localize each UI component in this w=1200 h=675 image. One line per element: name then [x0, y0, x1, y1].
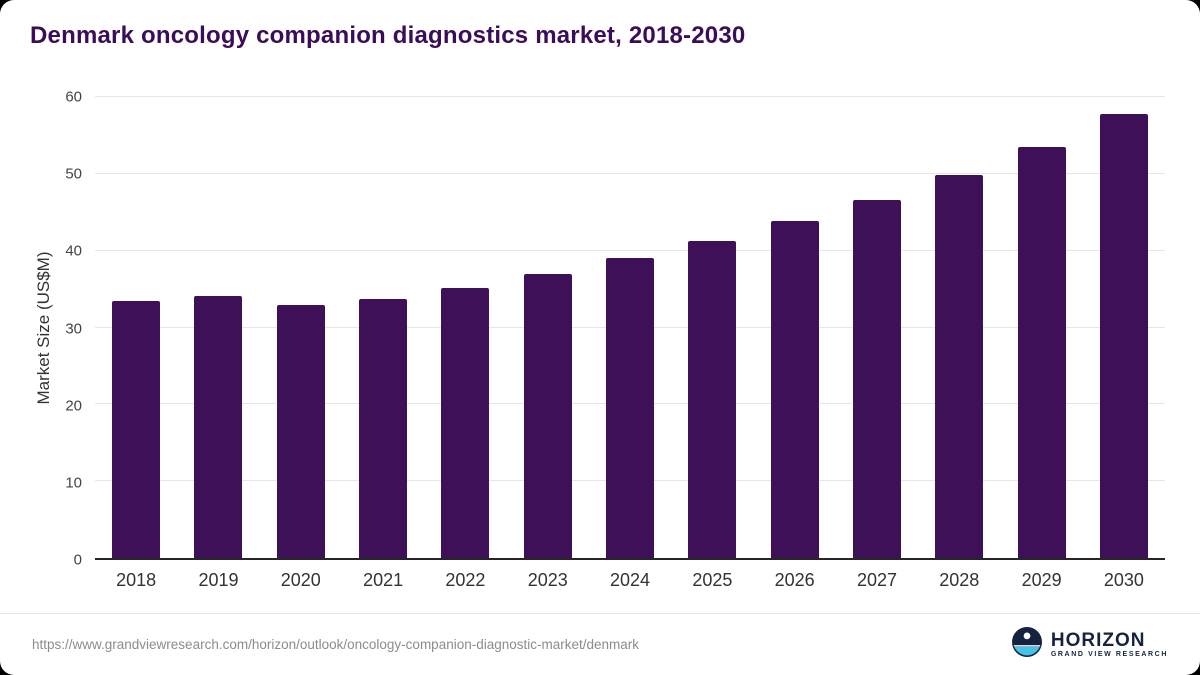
x-tick-label: 2026: [774, 570, 815, 590]
x-tick-label: 2030: [1103, 570, 1144, 590]
bar-slot: [260, 97, 342, 558]
y-tick-label: 30: [65, 320, 82, 337]
bar-2020: [276, 305, 325, 558]
bar-2028: [935, 174, 984, 558]
bar-slot: [95, 97, 177, 558]
x-tick-label: 2019: [198, 570, 239, 590]
bar-slot: [342, 97, 424, 558]
x-tick-label: 2021: [363, 570, 404, 590]
bar-slot: [1083, 97, 1165, 558]
bar-2030: [1099, 113, 1148, 558]
y-axis-title: Market Size (US$M): [34, 251, 53, 405]
bar-2029: [1017, 146, 1066, 558]
gridline: [95, 249, 1165, 251]
x-tick-label: 2025: [692, 570, 733, 590]
chart-title: Denmark oncology companion diagnostics m…: [30, 22, 746, 49]
x-tick-label: 2023: [527, 570, 568, 590]
bar-slot: [836, 97, 918, 558]
bar-2023: [523, 273, 572, 558]
bar-2018: [112, 301, 161, 558]
gridline: [95, 96, 1165, 97]
logo-subtitle: GRAND VIEW RESEARCH: [1050, 650, 1168, 658]
bar-slot: [918, 97, 1000, 558]
x-tick-label: 2020: [280, 570, 321, 590]
horizon-logo-icon: [1011, 627, 1042, 662]
plot-area: [95, 96, 1165, 560]
bar-slot: [1000, 97, 1082, 558]
bar-2024: [606, 258, 655, 558]
y-tick-label: 0: [73, 551, 82, 569]
bar-slot: [507, 97, 589, 558]
x-tick-label: 2028: [939, 570, 980, 590]
logo-title: HORIZON: [1050, 629, 1146, 651]
x-axis-tick-labels: 2018 2019 2020 2021 2022 2023 2024 2025 2026 2027…: [95, 570, 1165, 591]
bar-slot: [177, 97, 259, 558]
y-tick-label: 20: [65, 397, 82, 415]
bar-slot: [754, 97, 836, 558]
source-url: https://www.grandviewresearch.com/horizo…: [32, 637, 640, 652]
bar-2019: [194, 296, 243, 558]
bar-slot: [424, 97, 506, 558]
bar-2021: [359, 299, 408, 558]
y-tick-label: 50: [65, 165, 82, 183]
y-tick-label: 60: [65, 88, 82, 106]
bar-2025: [688, 241, 737, 558]
x-tick-label: 2022: [445, 570, 486, 590]
bar-slot: [671, 97, 753, 558]
horizon-logo: HORIZON GRAND VIEW RESEARCH: [1011, 627, 1168, 662]
bar-2026: [770, 220, 819, 558]
x-tick-label: 2024: [610, 570, 651, 590]
x-tick-label: 2029: [1021, 570, 1062, 590]
x-tick-label: 2027: [856, 570, 897, 590]
y-axis-tick-labels: 0 10 20 30 40 50 60: [58, 90, 88, 568]
bar-2027: [852, 199, 901, 558]
y-tick-label: 10: [65, 474, 82, 492]
footer: https://www.grandviewresearch.com/horizo…: [0, 613, 1200, 675]
x-tick-label: 2018: [116, 570, 157, 590]
bar-2022: [441, 288, 490, 558]
bar-slot: [589, 97, 671, 558]
gridline: [95, 172, 1165, 174]
y-tick-label: 40: [65, 242, 82, 260]
